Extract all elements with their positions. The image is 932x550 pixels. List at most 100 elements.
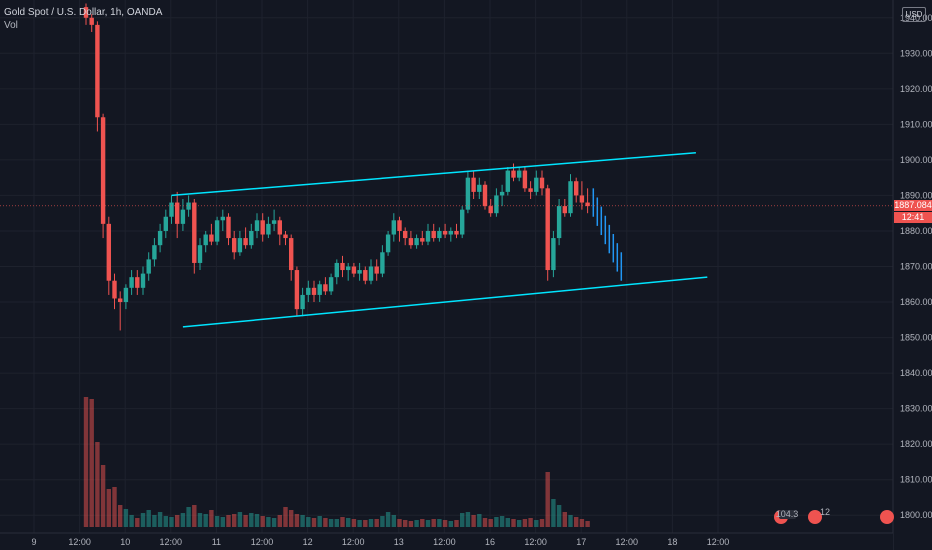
volume-bar <box>294 514 300 527</box>
event-badge-2[interactable]: 12 <box>808 507 830 524</box>
volume-bar <box>340 517 345 527</box>
projection-bars <box>592 188 623 281</box>
candle-body <box>585 202 590 207</box>
price-tick-label: 1930.000 <box>900 48 932 58</box>
time-tick-label: 18 <box>667 537 677 547</box>
volume-bar <box>460 513 465 527</box>
symbol-title[interactable]: Gold Spot / U.S. Dollar, 1h, OANDA <box>4 7 163 18</box>
volume-bar <box>323 518 328 527</box>
volume-bar <box>534 520 539 527</box>
price-tick-label: 1910.000 <box>900 119 932 129</box>
volume-bar <box>157 512 163 527</box>
candle-body <box>579 195 585 203</box>
volume-bar <box>249 513 254 527</box>
volume-bar <box>505 518 510 527</box>
candle-body <box>260 220 265 235</box>
time-tick-label: 12 <box>303 537 313 547</box>
candle-body <box>169 202 174 217</box>
badge-1-label: 104.3 <box>776 509 799 519</box>
candle-body <box>471 177 476 192</box>
volume-bar <box>448 521 453 527</box>
candle-body <box>454 230 459 235</box>
candle-body <box>266 223 271 235</box>
candle-body <box>385 234 391 253</box>
candle-body <box>465 177 471 210</box>
volume-bar <box>232 514 237 527</box>
volume-bars <box>83 397 590 527</box>
candle-body <box>505 170 510 192</box>
volume-indicator-label[interactable]: Vol <box>4 20 18 31</box>
candle-body <box>368 266 374 281</box>
candle-body <box>106 223 111 281</box>
candle-body <box>397 220 402 231</box>
candle-body <box>391 220 396 235</box>
volume-bar <box>551 499 556 527</box>
volume-bar <box>169 517 174 527</box>
volume-bar <box>180 513 186 527</box>
candle-body <box>243 238 248 246</box>
time-tick-label: 13 <box>394 537 404 547</box>
event-badge-3[interactable] <box>880 510 894 524</box>
candle-body <box>226 216 231 239</box>
volume-bar <box>95 442 100 527</box>
volume-bar <box>414 520 419 527</box>
price-tick-label: 1940.000 <box>900 13 932 23</box>
time-axis[interactable]: 9 12:00 10 12:00 11 12:00 12 12:00 13 12:00 16 12:0… <box>31 537 729 547</box>
volume-bar <box>517 520 522 527</box>
price-tick-label: 1810.000 <box>900 475 932 485</box>
time-tick-label: 17 <box>576 537 586 547</box>
currency-button[interactable]: USD <box>902 7 926 22</box>
time-tick-label: 12:00 <box>68 537 91 547</box>
candle-body <box>517 170 522 178</box>
trend-channel[interactable] <box>171 152 708 328</box>
candle-body <box>488 206 493 214</box>
candle-body <box>568 181 573 214</box>
candle-body <box>494 195 499 214</box>
volume-bar <box>465 512 471 527</box>
time-tick-label: 12:00 <box>160 537 183 547</box>
volume-bar <box>311 518 317 527</box>
price-tick-label: 1840.000 <box>900 368 932 378</box>
price-tick-label: 1920.000 <box>900 84 932 94</box>
event-badge-1[interactable]: 104.3 <box>774 509 798 524</box>
volume-bar <box>471 515 476 527</box>
time-tick-label: 12:00 <box>524 537 547 547</box>
price-tick-label: 1830.000 <box>900 404 932 414</box>
volume-bar <box>368 519 374 527</box>
volume-bar <box>163 516 168 527</box>
volume-bar <box>431 519 436 527</box>
candle-body <box>214 220 220 242</box>
candle-body <box>340 262 345 271</box>
time-tick-label: 12:00 <box>616 537 639 547</box>
candle-body <box>271 220 277 224</box>
volume-bar <box>146 510 151 527</box>
volume-bar <box>494 517 499 527</box>
candle-body <box>197 245 203 263</box>
candle-body <box>89 17 94 25</box>
candle-body <box>209 234 214 242</box>
candle-body <box>254 220 260 231</box>
volume-bar <box>539 519 545 527</box>
price-axis[interactable]: 1800.000 1810.000 1820.000 1830.000 1840.000… <box>900 13 932 520</box>
volume-bar <box>106 489 111 527</box>
candle-body <box>328 277 334 292</box>
volume-bar <box>562 512 567 527</box>
candle-body <box>334 262 339 278</box>
candle-body <box>152 245 157 260</box>
volume-bar <box>380 516 385 527</box>
time-tick-label: 10 <box>120 537 130 547</box>
volume-bar <box>277 515 282 527</box>
candle-body <box>420 238 425 242</box>
volume-bar <box>306 517 311 527</box>
volume-bar <box>528 518 533 527</box>
badge-2-label: 12 <box>820 507 830 517</box>
volume-bar <box>585 521 590 527</box>
candle-body <box>277 220 282 235</box>
volume-bar <box>214 516 220 527</box>
volume-bar <box>226 515 231 527</box>
candle-body <box>528 188 533 192</box>
price-tick-label: 1880.000 <box>900 226 932 236</box>
candle-body <box>448 230 453 235</box>
volume-bar <box>556 505 562 527</box>
